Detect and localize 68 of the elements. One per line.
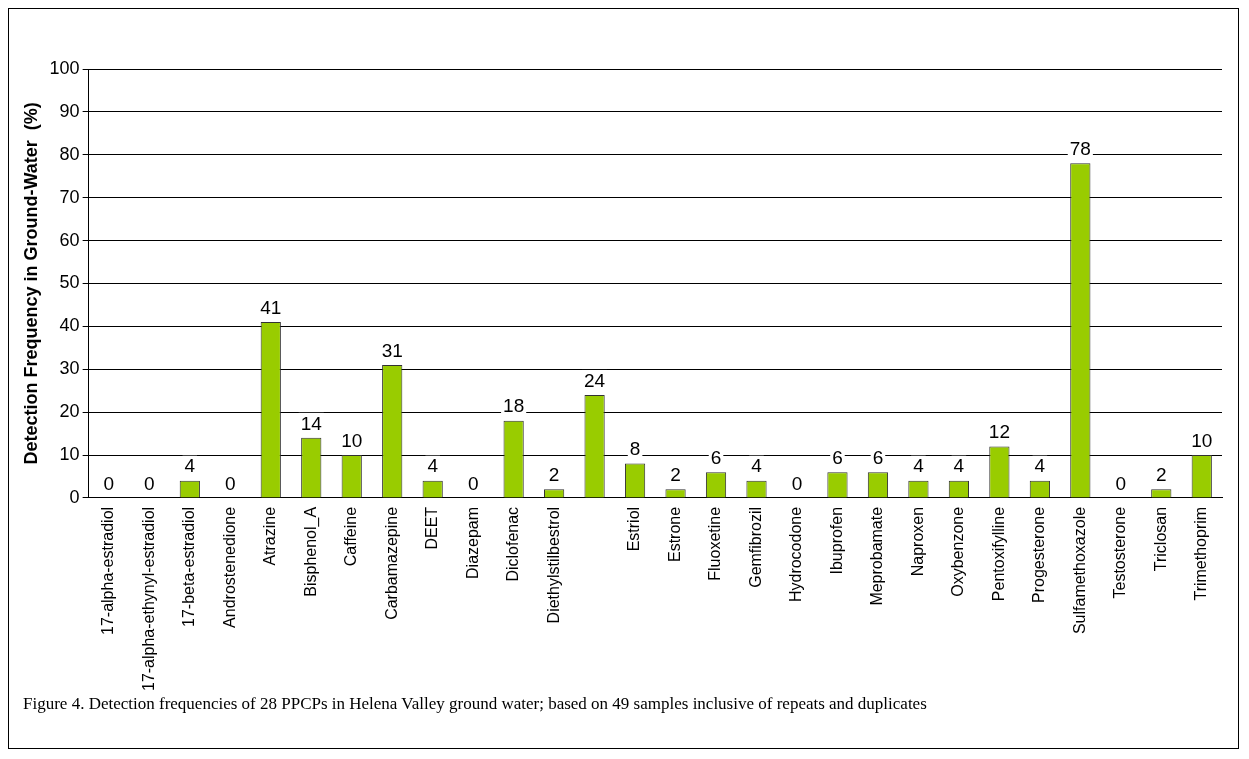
x-tick-label: Androstenedione xyxy=(220,506,238,628)
x-tick-label: 17-beta-estradiol xyxy=(180,506,198,627)
data-label: 0 xyxy=(467,472,479,494)
data-label: 0 xyxy=(225,472,236,494)
data-label: 78 xyxy=(1069,138,1091,160)
x-tick-label: 17-alpha-estradiol xyxy=(99,506,117,635)
data-label: 8 xyxy=(629,438,641,460)
x-tick-label: Caffeine xyxy=(342,506,360,567)
x-tick-label: Diazepam xyxy=(463,506,481,579)
y-tick-label: 50 xyxy=(59,272,80,293)
x-tick-label: Estrone xyxy=(665,506,683,563)
data-label: 4 xyxy=(913,455,925,477)
data-label: 0 xyxy=(1115,472,1127,494)
data-label: 0 xyxy=(791,472,803,494)
y-tick-label: 0 xyxy=(69,486,80,507)
x-tick-label: Carbamazepine xyxy=(382,506,400,620)
data-label: 10 xyxy=(1191,429,1213,451)
x-tick-label: 17-alpha-ethynyl-estradiol xyxy=(139,506,157,692)
data-label: 41 xyxy=(260,296,282,318)
x-tick-label: Meprobamate xyxy=(868,506,886,606)
x-tick-label: Fluoxetine xyxy=(706,506,724,581)
x-tick-label: Hydrocodone xyxy=(787,506,805,603)
x-tick-label: Ibuprofen xyxy=(827,506,845,575)
y-tick-label: 30 xyxy=(59,358,80,379)
y-tick-label: 60 xyxy=(59,229,80,250)
x-tick-label: Gemfibrozil xyxy=(746,506,764,588)
y-tick-label: 40 xyxy=(59,315,80,336)
data-label: 6 xyxy=(832,446,843,468)
data-label: 0 xyxy=(103,472,115,494)
x-tick-label: Testosterone xyxy=(1111,506,1129,599)
data-label: 31 xyxy=(381,339,403,361)
y-tick-label: 90 xyxy=(59,100,80,121)
x-tick-label: Diethylstilbestrol xyxy=(544,506,562,624)
x-tick-label: Pentoxifylline xyxy=(989,506,1007,602)
y-tick-label: 80 xyxy=(59,143,80,164)
y-tick-label: 100 xyxy=(49,57,80,78)
data-label: 4 xyxy=(427,455,439,477)
data-label: 14 xyxy=(300,412,323,434)
data-label: 2 xyxy=(670,464,681,486)
x-tick-label: Oxybenzone xyxy=(949,506,967,597)
x-tick-label: Estriol xyxy=(625,506,643,552)
x-tick-label: Progesterone xyxy=(1030,506,1048,603)
y-tick-label: 10 xyxy=(59,443,80,464)
data-label: 4 xyxy=(953,455,965,477)
x-tick-label: DEET xyxy=(423,506,441,550)
x-tick-label: Triclosan xyxy=(1151,506,1169,572)
data-label: 2 xyxy=(1155,464,1167,486)
data-label: 24 xyxy=(584,369,606,391)
data-label: 0 xyxy=(144,472,155,494)
data-label: 2 xyxy=(548,464,560,486)
data-label: 4 xyxy=(751,455,763,477)
y-tick-label: 70 xyxy=(59,186,80,207)
x-tick-label: Atrazine xyxy=(261,506,279,566)
data-label: 6 xyxy=(872,446,884,468)
data-label: 10 xyxy=(341,429,363,451)
x-tick-label: Naproxen xyxy=(908,506,926,577)
data-label: 6 xyxy=(710,446,722,468)
caption: Figure 4. Detection frequencies of 28 PPCPs in Helena Valley ground water; based on 49 samples inclusive of repeats and duplicates xyxy=(23,694,928,714)
data-label: 18 xyxy=(503,395,525,417)
x-tick-label: Trimethoprim xyxy=(1192,506,1210,601)
data-label: 4 xyxy=(184,455,196,477)
data-label: 4 xyxy=(1034,455,1046,477)
y-tick-label: 20 xyxy=(59,401,80,422)
x-tick-label: Diclofenac xyxy=(504,506,522,582)
y-axis-title: Detection Frequency in Ground-Water (%) xyxy=(20,102,41,465)
data-label: 12 xyxy=(988,421,1010,443)
x-tick-label: Sulfamethoxazole xyxy=(1070,506,1088,635)
x-tick-label: Bisphenol_A xyxy=(301,506,320,597)
